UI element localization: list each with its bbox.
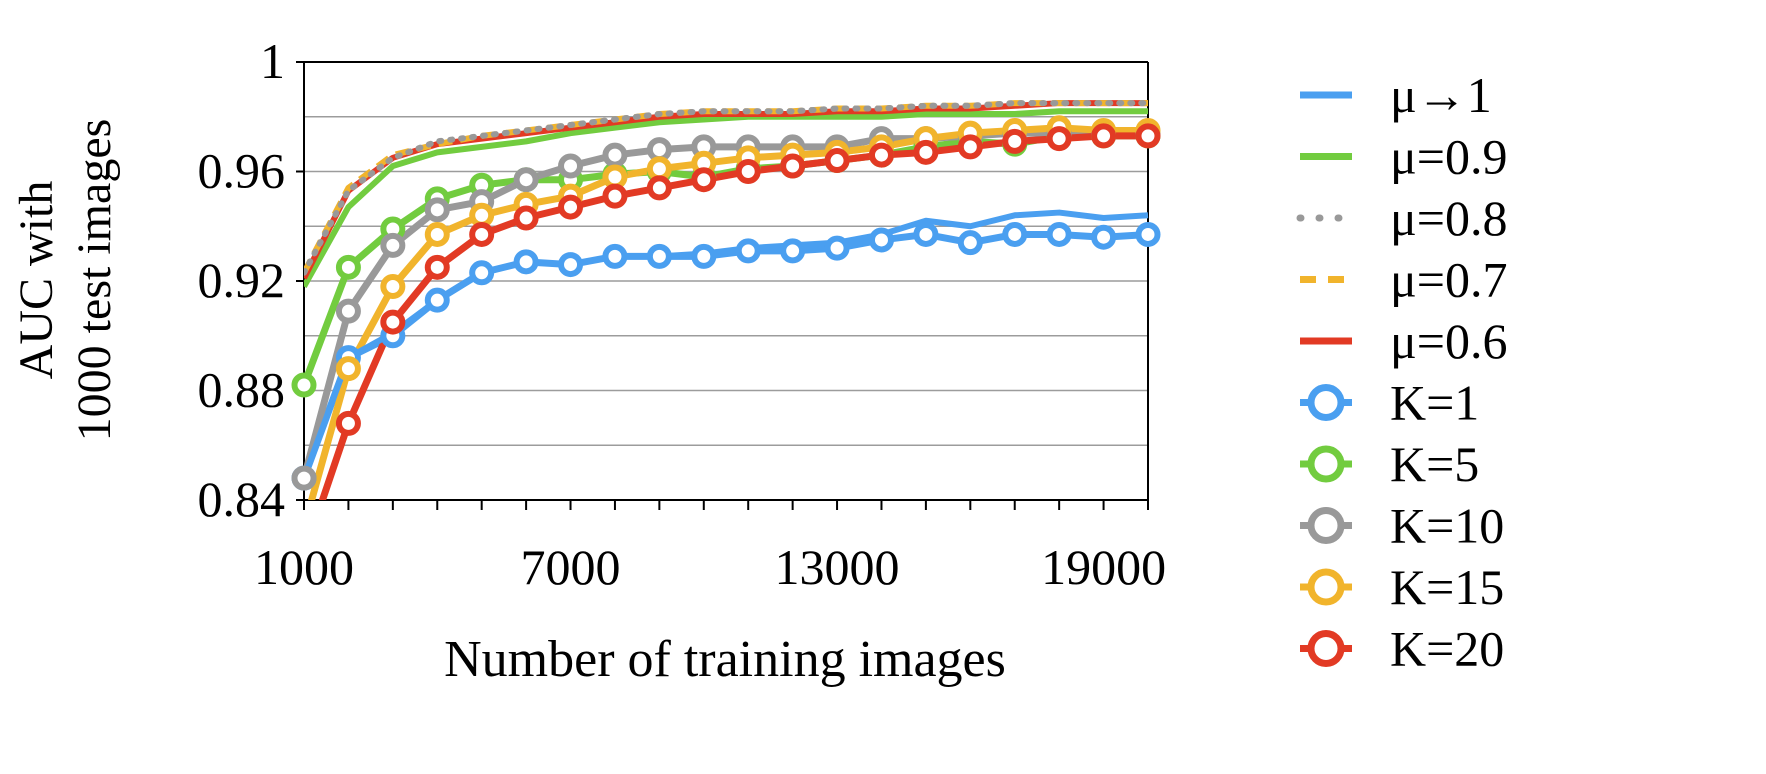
data-point-K=1	[602, 243, 628, 269]
data-point-K=20	[380, 309, 406, 335]
legend-label-μ=0.6: μ=0.6	[1390, 313, 1508, 369]
data-point-K=15	[602, 164, 628, 190]
legend-label-K=5: K=5	[1390, 436, 1479, 492]
y-tick-label: 0.92	[198, 252, 286, 308]
data-point-K=20	[913, 139, 939, 165]
x-tick-label: 19000	[1041, 539, 1166, 595]
x-tick-label: 13000	[775, 539, 900, 595]
legend-marker-K=15	[1307, 568, 1345, 606]
legend-label-μ=0.8: μ=0.8	[1390, 190, 1508, 246]
legend-label-μ=0.7: μ=0.7	[1390, 252, 1508, 308]
data-point-K=1	[424, 287, 450, 313]
data-point-K=1	[868, 227, 894, 253]
data-point-K=1	[558, 252, 584, 278]
data-point-K=1	[513, 249, 539, 275]
data-point-K=1	[1135, 221, 1161, 247]
data-point-K=10	[291, 465, 317, 491]
data-point-K=20	[1046, 126, 1072, 152]
y-tick-label: 0.96	[198, 143, 286, 199]
data-point-K=5	[291, 372, 317, 398]
data-point-K=15	[424, 221, 450, 247]
legend-label-μ→1: μ→1	[1390, 67, 1492, 123]
legend-label-K=10: K=10	[1390, 498, 1504, 554]
series-line-K=15	[308, 124, 1148, 500]
data-point-K=10	[424, 197, 450, 223]
data-point-K=10	[558, 153, 584, 179]
data-point-K=1	[1002, 221, 1028, 247]
data-point-K=20	[957, 134, 983, 160]
data-point-K=20	[1135, 123, 1161, 149]
legend-marker-K=5	[1307, 445, 1345, 483]
data-point-K=20	[1091, 123, 1117, 149]
data-point-K=10	[602, 142, 628, 168]
y-tick-label: 0.84	[198, 471, 286, 527]
legend-label-μ=0.9: μ=0.9	[1390, 129, 1508, 185]
y-axis-title-line-2: 1000 test images	[68, 119, 121, 442]
series-line-μ=0.9	[304, 108, 1148, 288]
y-axis-title-line-1: AUC with	[10, 181, 63, 380]
series-line-μ→1	[304, 209, 1149, 480]
y-tick-label: 0.88	[198, 362, 286, 418]
x-tick-label: 7000	[521, 539, 621, 595]
data-point-K=20	[558, 194, 584, 220]
data-point-K=1	[824, 235, 850, 261]
data-point-K=10	[380, 232, 406, 258]
y-axis-title: AUC with 1000 test images	[10, 119, 121, 442]
data-point-K=1	[646, 243, 672, 269]
data-point-K=20	[868, 142, 894, 168]
data-point-K=20	[646, 175, 672, 201]
data-point-K=1	[1046, 221, 1072, 247]
data-point-K=15	[469, 202, 495, 228]
legend-label-K=15: K=15	[1390, 559, 1504, 615]
data-point-K=20	[1002, 128, 1028, 154]
y-tick-label: 1	[260, 33, 285, 89]
data-point-K=1	[957, 230, 983, 256]
legend-marker-K=1	[1307, 384, 1345, 421]
legend-label-K=20: K=20	[1390, 621, 1504, 677]
data-point-K=10	[646, 137, 672, 163]
legend: μ→1 μ=0.9μ=0.8 μ=0.7μ=0.6 K=1K=5 K=10K=15 K=2…	[1296, 67, 1508, 677]
data-point-K=1	[735, 238, 761, 264]
data-point-K=20	[469, 221, 495, 247]
data-point-K=10	[335, 298, 361, 324]
data-point-K=1	[913, 221, 939, 247]
marker-layer	[291, 115, 1161, 491]
data-point-K=20	[424, 254, 450, 280]
data-point-K=20	[780, 153, 806, 179]
data-point-K=15	[380, 273, 406, 299]
data-point-K=1	[469, 260, 495, 286]
data-point-K=20	[335, 410, 361, 436]
data-point-K=1	[691, 243, 717, 269]
data-point-K=5	[335, 254, 361, 280]
series-line-μ=0.8	[304, 100, 1151, 276]
legend-marker-K=20	[1307, 630, 1345, 667]
data-point-K=1	[780, 238, 806, 264]
x-tick-label: 1000	[254, 539, 354, 595]
data-point-K=15	[646, 156, 672, 182]
data-point-K=20	[691, 167, 717, 193]
x-axis-title: Number of training images	[444, 631, 1006, 688]
data-point-K=10	[513, 167, 539, 193]
data-point-K=20	[513, 205, 539, 231]
data-point-K=1	[1091, 224, 1117, 250]
data-point-K=20	[602, 183, 628, 209]
tick-labels: 1000 7000 13000 19000 0.84 0.88 0.92 0.96 1	[198, 33, 1167, 595]
data-point-K=15	[335, 356, 361, 382]
data-point-K=20	[824, 148, 850, 174]
legend-marker-K=10	[1307, 507, 1345, 544]
legend-label-K=1: K=1	[1390, 375, 1479, 431]
data-point-K=20	[735, 159, 761, 184]
